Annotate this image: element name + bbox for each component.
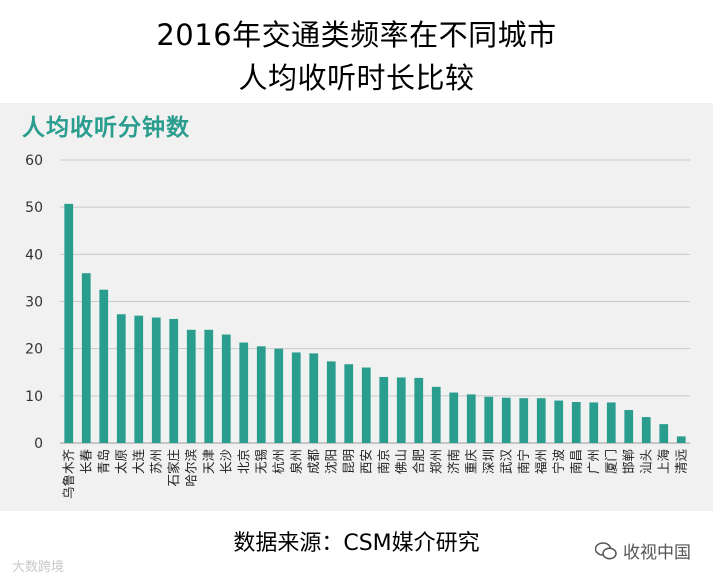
x-tick-label: 西安 [358,449,373,474]
bar [204,329,214,443]
bar [484,396,494,443]
wechat-icon [595,541,617,559]
bar [134,315,144,443]
bar [379,376,389,443]
bar [554,400,564,443]
chart-title-line2: 人均收听时长比较 [238,61,475,95]
bar [151,317,161,443]
x-tick-label: 郑州 [428,449,443,474]
x-tick-label: 杭州 [271,449,286,474]
x-tick-label: 汕头 [638,449,653,474]
bar [536,398,546,443]
x-tick-label: 长春 [78,449,93,475]
x-tick-label: 哈尔滨 [183,449,198,487]
watermark-right-text: 收视中国 [623,543,691,563]
chart-title-line1: 2016年交通类频率在不同城市 [156,18,557,52]
y-tick-label: 20 [25,342,43,358]
bar [431,386,441,443]
x-tick-label: 南宁 [516,449,531,474]
bar [239,342,249,443]
x-tick-label: 长沙 [218,449,233,475]
data-source: 数据来源：CSM媒介研究 [233,531,480,556]
x-tick-label: 沈阳 [323,449,338,474]
bar [116,314,126,443]
x-tick-label: 佛山 [393,449,408,474]
x-tick-label: 深圳 [481,449,496,474]
x-tick-label: 重庆 [463,449,478,475]
x-tick-label: 南京 [376,449,391,474]
bar [449,392,459,443]
watermark-left: 大数跨境 [12,560,65,575]
bar [256,346,266,443]
bar [501,397,511,443]
bar [99,289,109,443]
bar [309,353,319,443]
x-tick-label: 昆明 [341,449,356,474]
x-tick-label: 广州 [586,449,601,474]
bar [676,436,686,443]
bar [169,318,179,443]
x-tick-label: 福州 [533,449,548,474]
y-tick-label: 0 [34,436,43,452]
bar [291,352,301,443]
y-tick-label: 60 [25,153,43,169]
y-tick-label: 50 [25,200,43,216]
bar [396,377,406,443]
bar [414,377,424,443]
bar [274,348,284,443]
x-tick-label: 无锡 [253,449,268,474]
x-tick-label: 上海 [656,449,671,475]
bar [361,367,371,443]
y-tick-label: 10 [25,389,43,405]
bar [326,361,336,443]
x-tick-label: 青岛 [96,449,111,474]
bar [221,334,231,443]
x-tick-label: 太原 [113,449,128,474]
y-tick-label: 30 [25,295,43,311]
x-tick-label: 石家庄 [166,449,181,487]
x-tick-label: 成都 [306,449,321,475]
bar [519,398,529,443]
bar [81,273,91,443]
watermark-right: 收视中国 [595,538,691,563]
x-tick-label: 合肥 [411,449,426,475]
x-tick-label: 宁波 [551,449,566,475]
bar [344,364,354,443]
x-tick-label: 北京 [236,449,251,474]
y-tick-label: 40 [25,247,43,263]
x-tick-label: 武汉 [498,449,513,475]
bar [589,402,599,443]
y-axis-label: 人均收听分钟数 [22,115,190,141]
x-tick-label: 苏州 [148,449,163,474]
x-tick-label: 厦门 [603,449,618,474]
bar [606,402,616,443]
x-tick-label: 邯郸 [621,449,636,474]
bar [659,424,669,443]
x-tick-label: 大连 [131,449,146,475]
x-tick-label: 济南 [446,449,461,474]
x-tick-label: 泉州 [288,449,303,474]
bar [64,203,74,443]
bar [624,409,634,443]
bar [641,417,651,443]
x-tick-label: 乌鲁木齐 [61,449,76,500]
x-tick-label: 南昌 [568,449,583,474]
x-tick-label: 天津 [201,449,216,474]
x-tick-label: 清远 [673,449,688,475]
bar [466,394,476,443]
bar [571,401,581,443]
bar [186,329,196,443]
